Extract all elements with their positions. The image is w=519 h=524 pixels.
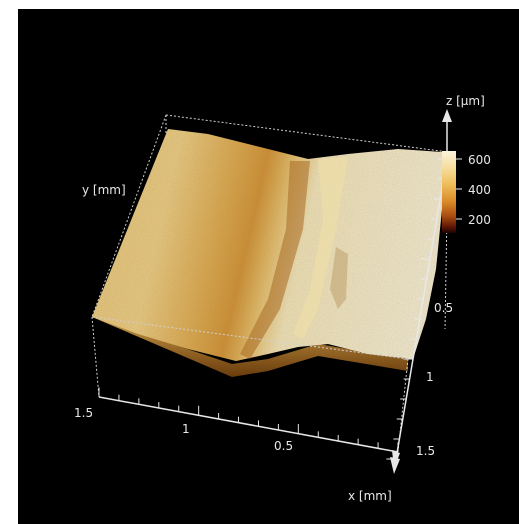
colorbar-tick-label: 400 <box>468 183 491 197</box>
z-axis-arrow <box>442 109 452 122</box>
colorbar-tick-label: 200 <box>468 213 491 227</box>
z-axis: z [µm] <box>442 94 485 159</box>
surface <box>92 129 448 377</box>
y-tick-label: 1 <box>426 370 434 384</box>
x-tick-label: 1 <box>182 422 190 436</box>
z-axis-label: z [µm] <box>446 94 485 108</box>
y-axis-arrow <box>390 457 400 474</box>
surface-front-wall <box>92 317 408 377</box>
y-axis-label: y [mm] <box>82 183 126 197</box>
surface-top <box>92 129 448 361</box>
x-axis-label: x [mm] <box>348 489 392 503</box>
y-tick-label: 0.5 <box>434 301 453 315</box>
colorbar-tick-label: 600 <box>468 153 491 167</box>
colorbar: 600 400 200 <box>442 151 491 233</box>
surface-plot: 1.5 1 0.5 x [mm] 0.5 1 1.5 y [mm] z [µm]… <box>74 94 491 503</box>
groove-shadow <box>240 161 310 359</box>
ridge-highlight <box>293 157 348 339</box>
y-axis: 0.5 1 1.5 y [mm] <box>82 158 453 474</box>
plateau-shadow <box>330 247 348 309</box>
chart-frame: 1.5 1 0.5 x [mm] 0.5 1 1.5 y [mm] z [µm]… <box>18 9 519 524</box>
x-axis: 1.5 1 0.5 x [mm] <box>74 387 400 503</box>
y-tick-label: 1.5 <box>416 444 435 458</box>
x-tick-label: 1.5 <box>74 406 93 420</box>
x-axis-line <box>98 396 399 453</box>
colorbar-gradient <box>442 151 456 233</box>
bounding-box-back <box>91 114 449 318</box>
y-axis-line <box>395 158 448 460</box>
x-tick-label: 0.5 <box>274 439 293 453</box>
